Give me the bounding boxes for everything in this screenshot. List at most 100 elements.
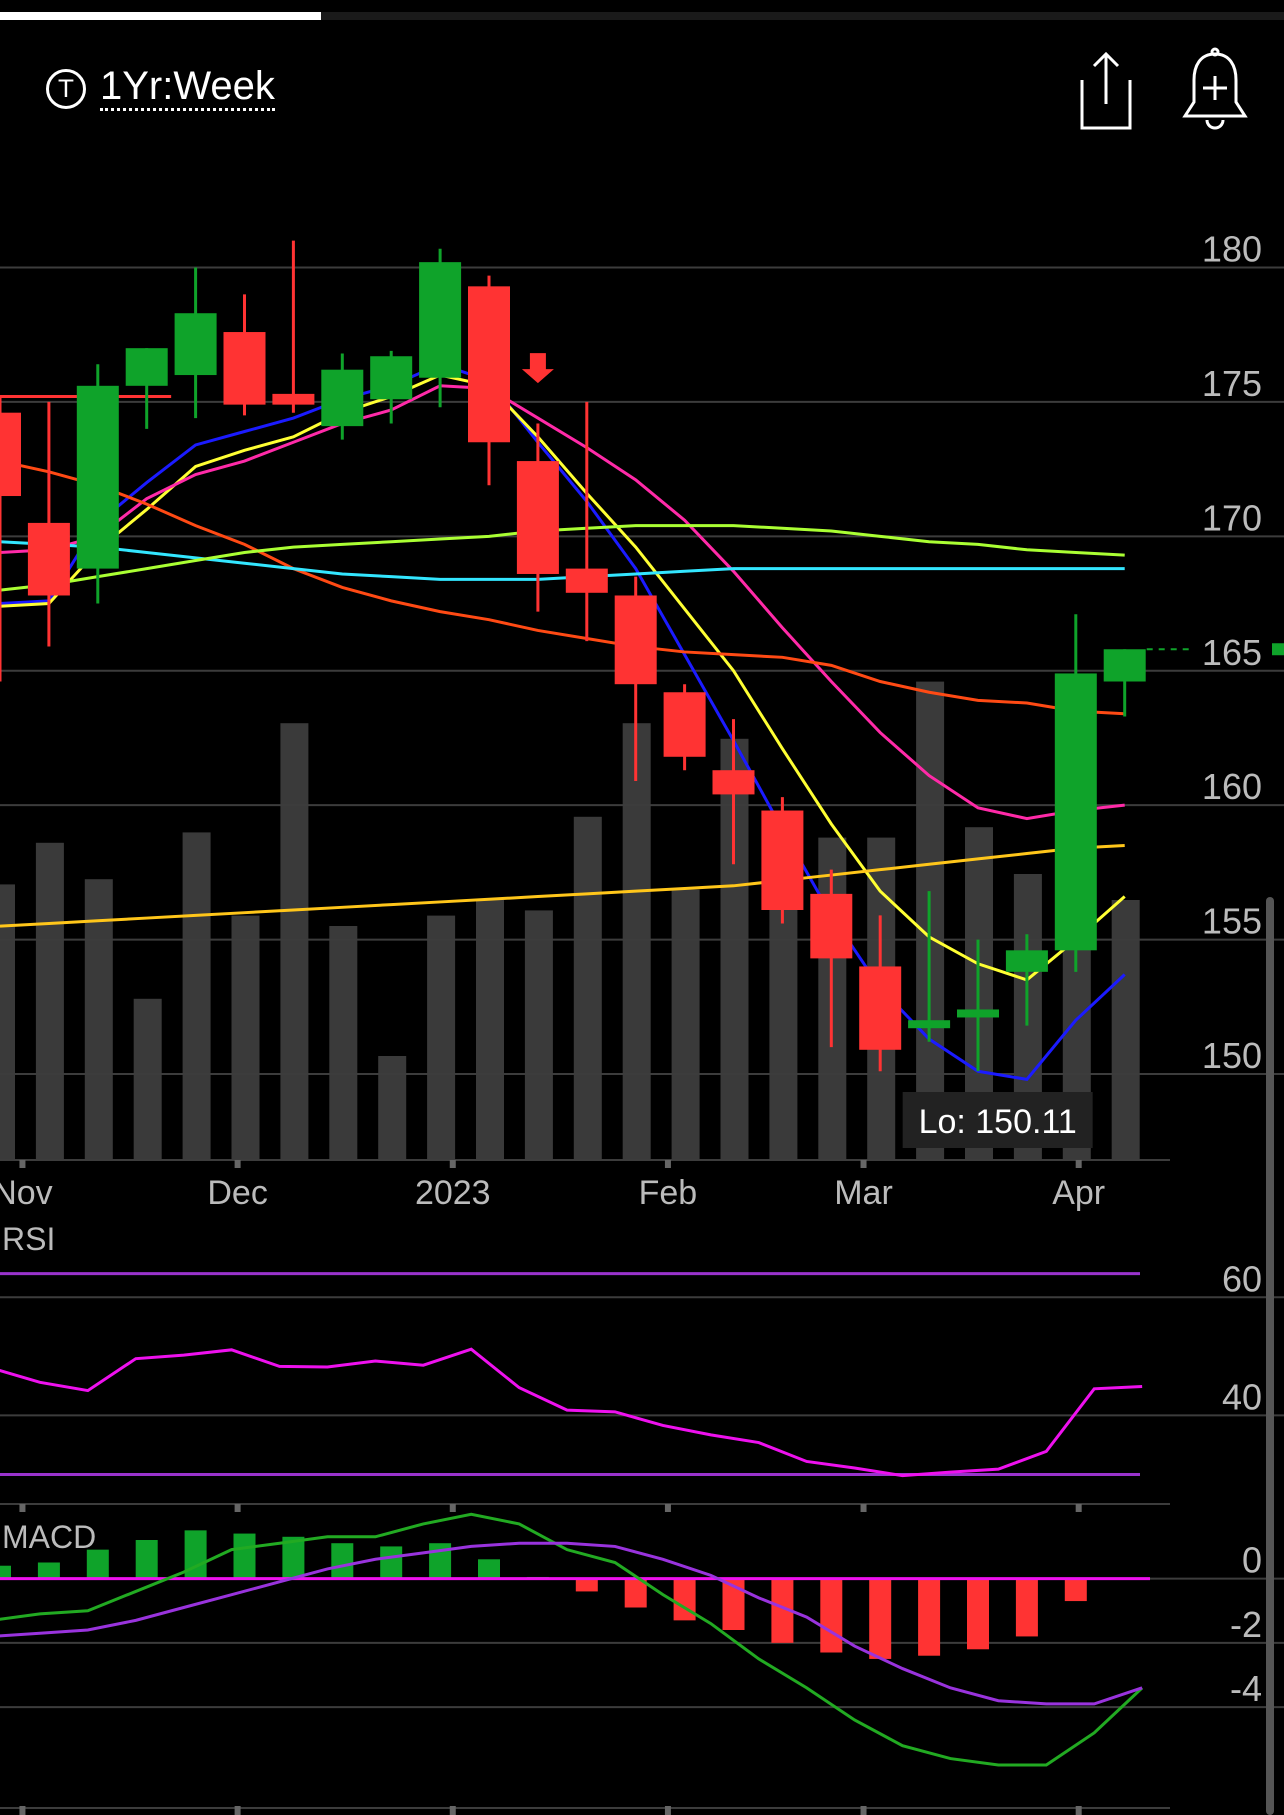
moving-average-line — [0, 540, 1125, 581]
price-axis-label: 170 — [1202, 497, 1262, 538]
macd-histogram-bar-up — [37, 1562, 60, 1579]
macd-histogram-bar-up — [0, 1565, 11, 1579]
candle-up — [76, 385, 119, 569]
add-alert-bell-icon — [1182, 47, 1248, 130]
x-axis-label: Nov — [0, 1174, 53, 1212]
candle-down — [0, 412, 21, 497]
candle-up — [419, 262, 462, 378]
price-axis-label: 180 — [1202, 229, 1262, 270]
volume-bar — [0, 884, 15, 1160]
price-axis-label: 155 — [1202, 901, 1262, 942]
macd-histogram-bar-up — [380, 1546, 403, 1579]
rsi-line — [0, 1347, 1143, 1478]
x-axis-label: Mar — [834, 1174, 893, 1212]
volume-bar — [427, 915, 456, 1160]
macd-histogram-bar-down — [869, 1578, 892, 1659]
macd-histogram-bar-down — [722, 1578, 745, 1630]
volume-bar — [182, 832, 211, 1160]
volume-bar — [378, 1056, 407, 1160]
candle-down — [614, 595, 657, 685]
share-icon — [1080, 51, 1132, 130]
candle-down — [468, 286, 510, 443]
loading-progress-bar — [0, 12, 1284, 20]
candle-up — [1054, 673, 1097, 951]
macd-signal-line — [0, 1541, 1143, 1706]
macd-histogram-bar-down — [1015, 1578, 1038, 1637]
macd-histogram-bar-up — [86, 1549, 109, 1579]
moving-average-line — [0, 459, 1125, 716]
macd-histogram-bar-up — [478, 1559, 500, 1579]
macd-line — [0, 1512, 1144, 1767]
chart-header: T 1Yr:Week — [0, 40, 1284, 140]
macd-histogram-bar-up — [135, 1540, 158, 1579]
candle-down — [663, 692, 706, 757]
period-label[interactable]: 1Yr:Week — [100, 66, 275, 111]
price-axis-label: 160 — [1202, 766, 1262, 807]
macd-histogram-bar-up — [184, 1530, 207, 1579]
ticker-t-icon: T — [46, 68, 86, 109]
sell-signal-arrow — [521, 353, 554, 384]
macd-histogram-bar-down — [624, 1578, 647, 1608]
moving-average-line — [0, 384, 1125, 821]
volume-bar — [476, 900, 504, 1160]
volume-bar — [1111, 900, 1140, 1160]
candle-down — [810, 893, 853, 959]
x-axis-label: Apr — [1052, 1174, 1105, 1212]
macd-histogram-bar-down — [918, 1578, 941, 1656]
macd-histogram-bar-down — [575, 1578, 598, 1592]
candle-up — [321, 369, 364, 427]
candle-down — [859, 966, 902, 1050]
x-axis-label: 2023 — [415, 1174, 491, 1212]
loading-progress-fill — [0, 12, 321, 20]
moving-average-line — [0, 362, 1126, 1081]
candle-down — [516, 461, 559, 574]
volume-bar — [133, 998, 162, 1160]
candle-down — [27, 522, 70, 596]
macd-title: MACD — [2, 1519, 96, 1555]
macd-histogram-bar-up — [331, 1543, 354, 1579]
volume-bar — [671, 889, 700, 1160]
scrollbar[interactable] — [1266, 897, 1274, 1815]
candle-down — [712, 770, 755, 795]
candle-up — [1005, 950, 1048, 972]
moving-average-line — [0, 843, 1125, 928]
volume-bar — [622, 723, 651, 1160]
candle-down — [565, 568, 608, 593]
last-price-marker — [1272, 643, 1284, 656]
x-axis-label: Feb — [639, 1174, 698, 1212]
low-annotation-box — [902, 1092, 1093, 1148]
price-axis-label: 175 — [1202, 363, 1262, 404]
share-button[interactable] — [1070, 48, 1140, 134]
price-axis-label: 165 — [1202, 632, 1262, 673]
candle-down — [761, 810, 804, 910]
volume-bar — [231, 915, 260, 1160]
volume-bar — [84, 879, 113, 1160]
candle-down — [223, 332, 266, 405]
volume-bar — [524, 910, 553, 1160]
moving-average-line — [0, 524, 1125, 592]
candle-up — [957, 1009, 999, 1018]
macd-axis-label: -2 — [1230, 1604, 1262, 1645]
candle-up — [125, 348, 168, 386]
macd-histogram-bar-up — [233, 1533, 256, 1579]
macd-histogram-bar-down — [1064, 1578, 1087, 1602]
macd-histogram-bar-down — [820, 1578, 843, 1653]
volume-bar — [329, 926, 358, 1160]
volume-bar — [35, 842, 64, 1160]
price-axis-label: 150 — [1202, 1035, 1262, 1076]
period-selector[interactable]: T 1Yr:Week — [46, 66, 275, 111]
x-axis-label: Dec — [207, 1174, 267, 1212]
candle-down — [272, 393, 315, 405]
candle-up — [908, 1020, 951, 1029]
rsi-title: RSI — [2, 1221, 55, 1257]
macd-axis-label: 0 — [1242, 1540, 1262, 1581]
moving-average-line — [0, 373, 1126, 982]
volume-bar — [280, 723, 309, 1160]
add-alert-button[interactable] — [1180, 46, 1250, 136]
macd-axis-label: -4 — [1230, 1668, 1262, 1709]
candle-up — [370, 356, 413, 400]
rsi-axis-label: 40 — [1222, 1376, 1262, 1417]
candle-up — [1103, 649, 1146, 682]
macd-histogram-bar-down — [967, 1578, 989, 1650]
